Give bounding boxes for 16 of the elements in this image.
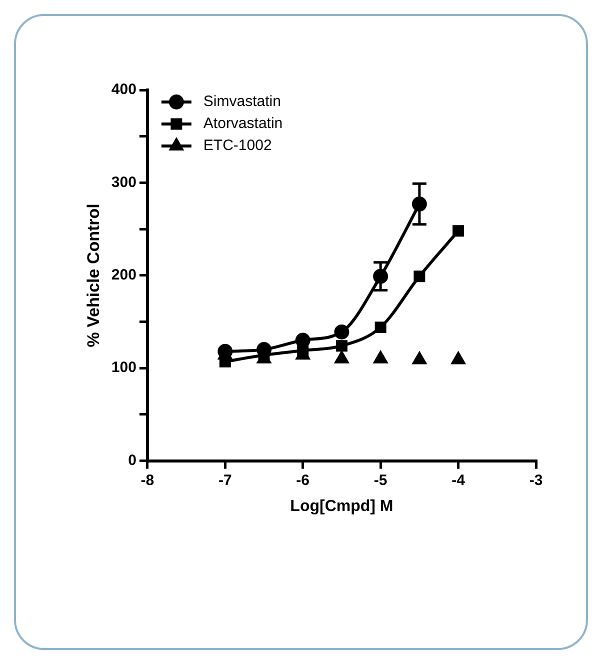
legend-label: ETC-1002	[203, 137, 272, 154]
x-tick-label: -7	[218, 472, 232, 489]
legend-label: Atorvastatin	[203, 115, 283, 132]
y-axis-title: % Vehicle Control	[84, 204, 103, 348]
x-tick-label: -3	[529, 472, 543, 489]
legend-label: Simvastatin	[203, 93, 281, 110]
y-tick-label: 400	[111, 81, 136, 98]
x-tick-label: -6	[296, 472, 310, 489]
y-tick-label: 0	[128, 452, 136, 469]
y-tick-label: 300	[111, 174, 136, 191]
y-tick-label: 200	[111, 266, 136, 284]
x-axis-title: Log[Cmpd] M	[290, 498, 394, 515]
x-tick-label: -4	[452, 472, 466, 489]
x-tick-label: -5	[374, 472, 388, 489]
y-tick-label: 100	[111, 359, 136, 376]
x-tick-label: -8	[140, 472, 154, 489]
